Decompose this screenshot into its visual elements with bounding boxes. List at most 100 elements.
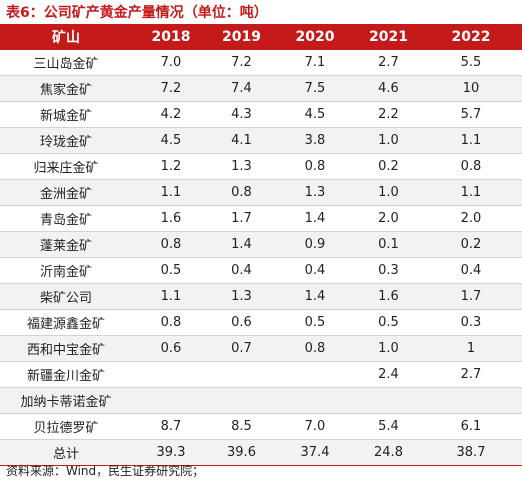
table-row: 新城金矿 4.2 4.3 4.5 2.2 5.7: [0, 101, 522, 128]
value-2022-cell: 0.2: [420, 231, 522, 258]
mine-name-cell: 沂南金矿: [0, 257, 132, 284]
table-row: 沂南金矿 0.5 0.4 0.4 0.3 0.4: [0, 257, 522, 284]
value-2022-cell: 1.1: [420, 127, 522, 154]
value-2021-cell: 0.3: [357, 257, 420, 284]
header-2018: 2018: [132, 24, 210, 50]
value-2022-cell: 10: [420, 75, 522, 102]
header-mine: 矿山: [0, 24, 132, 50]
value-2021-cell: 2.2: [357, 101, 420, 128]
value-2022-cell: 1.1: [420, 179, 522, 206]
mine-name-cell: 归来庄金矿: [0, 153, 132, 180]
value-2020-cell: [273, 361, 357, 388]
value-2020-cell: 0.8: [273, 153, 357, 180]
value-2020-cell: 0.9: [273, 231, 357, 258]
value-2022-cell: 0.3: [420, 309, 522, 336]
table-row: 新疆金川金矿 2.4 2.7: [0, 361, 522, 388]
value-2020-total-cell: 37.4: [273, 439, 357, 466]
value-2018-cell: 0.5: [132, 257, 210, 284]
value-2019-cell: 1.3: [210, 283, 273, 310]
value-2019-cell: 0.6: [210, 309, 273, 336]
header-2019: 2019: [210, 24, 273, 50]
value-2018-cell: 8.7: [132, 413, 210, 440]
value-2018-cell: 7.2: [132, 75, 210, 102]
value-2022-cell: 1: [420, 335, 522, 362]
value-2019-cell: [210, 361, 273, 388]
value-2021-cell: 1.6: [357, 283, 420, 310]
value-2018-cell: 1.2: [132, 153, 210, 180]
table-row: 青岛金矿 1.6 1.7 1.4 2.0 2.0: [0, 205, 522, 232]
table-row: 三山岛金矿 7.0 7.2 7.1 2.7 5.5: [0, 50, 522, 76]
value-2018-cell: 4.2: [132, 101, 210, 128]
value-2021-cell: 0.5: [357, 309, 420, 336]
table-row: 加纳卡蒂诺金矿: [0, 387, 522, 414]
value-2021-cell: 1.0: [357, 127, 420, 154]
value-2021-cell: 0.1: [357, 231, 420, 258]
table-row: 福建源鑫金矿 0.8 0.6 0.5 0.5 0.3: [0, 309, 522, 336]
value-2019-cell: 4.1: [210, 127, 273, 154]
value-2018-cell: 0.8: [132, 309, 210, 336]
table-row: 金洲金矿 1.1 0.8 1.3 1.0 1.1: [0, 179, 522, 206]
value-2021-total-cell: 24.8: [357, 439, 420, 466]
value-2018-cell: 7.0: [132, 50, 210, 76]
table-row: 蓬莱金矿 0.8 1.4 0.9 0.1 0.2: [0, 231, 522, 258]
mine-name-cell: 福建源鑫金矿: [0, 309, 132, 336]
table-total-row: 总计 39.3 39.6 37.4 24.8 38.7: [0, 439, 522, 466]
mine-name-cell: 新城金矿: [0, 101, 132, 128]
mine-name-cell: 加纳卡蒂诺金矿: [0, 387, 132, 414]
value-2022-cell: 2.7: [420, 361, 522, 388]
value-2021-cell: 2.4: [357, 361, 420, 388]
value-2020-cell: 7.0: [273, 413, 357, 440]
value-2020-cell: 0.8: [273, 335, 357, 362]
header-2021: 2021: [357, 24, 420, 50]
value-2019-cell: [210, 387, 273, 414]
value-2020-cell: 7.5: [273, 75, 357, 102]
value-2021-cell: 5.4: [357, 413, 420, 440]
value-2020-cell: 0.4: [273, 257, 357, 284]
table-title: 表6：公司矿产黄金产量情况（单位：吨）: [6, 5, 268, 21]
table-row: 柴矿公司 1.1 1.3 1.4 1.6 1.7: [0, 283, 522, 310]
header-2022: 2022: [420, 24, 522, 50]
value-2019-cell: 0.8: [210, 179, 273, 206]
gold-production-table: 矿山 2018 2019 2020 2021 2022 三山岛金矿 7.0 7.2 7…: [0, 24, 522, 466]
value-2020-cell: [273, 387, 357, 414]
value-2019-cell: 7.4: [210, 75, 273, 102]
value-2022-cell: 0.8: [420, 153, 522, 180]
value-2022-total-cell: 38.7: [420, 439, 522, 466]
mine-name-cell: 新疆金川金矿: [0, 361, 132, 388]
table-row: 归来庄金矿 1.2 1.3 0.8 0.2 0.8: [0, 153, 522, 180]
value-2020-cell: 3.8: [273, 127, 357, 154]
mine-name-cell: 三山岛金矿: [0, 50, 132, 76]
value-2022-cell: 6.1: [420, 413, 522, 440]
value-2020-cell: 0.5: [273, 309, 357, 336]
value-2020-cell: 1.4: [273, 283, 357, 310]
value-2022-cell: 5.5: [420, 50, 522, 76]
value-2018-cell: 1.1: [132, 179, 210, 206]
value-2022-cell: 5.7: [420, 101, 522, 128]
table-row: 贝拉德罗矿 8.7 8.5 7.0 5.4 6.1: [0, 413, 522, 440]
table-row: 玲珑金矿 4.5 4.1 3.8 1.0 1.1: [0, 127, 522, 154]
table-header-row: 矿山 2018 2019 2020 2021 2022: [0, 24, 522, 50]
value-2022-cell: 1.7: [420, 283, 522, 310]
value-2022-cell: [420, 387, 522, 414]
value-2019-cell: 0.7: [210, 335, 273, 362]
mine-name-cell: 青岛金矿: [0, 205, 132, 232]
value-2020-cell: 4.5: [273, 101, 357, 128]
value-2020-cell: 1.4: [273, 205, 357, 232]
mine-name-cell: 西和中宝金矿: [0, 335, 132, 362]
value-2019-cell: 1.4: [210, 231, 273, 258]
value-2022-cell: 2.0: [420, 205, 522, 232]
value-2021-cell: 1.0: [357, 335, 420, 362]
value-2021-cell: 0.2: [357, 153, 420, 180]
mine-name-cell: 金洲金矿: [0, 179, 132, 206]
source-note: 资料来源：Wind，民生证券研究院；: [6, 464, 205, 478]
value-2019-cell: 1.3: [210, 153, 273, 180]
mine-name-cell: 柴矿公司: [0, 283, 132, 310]
value-2018-cell: 0.8: [132, 231, 210, 258]
header-2020: 2020: [273, 24, 357, 50]
value-2018-cell: 0.6: [132, 335, 210, 362]
mine-name-cell: 玲珑金矿: [0, 127, 132, 154]
value-2021-cell: 2.7: [357, 50, 420, 76]
value-2020-cell: 1.3: [273, 179, 357, 206]
value-2019-cell: 7.2: [210, 50, 273, 76]
table-row: 焦家金矿 7.2 7.4 7.5 4.6 10: [0, 75, 522, 102]
